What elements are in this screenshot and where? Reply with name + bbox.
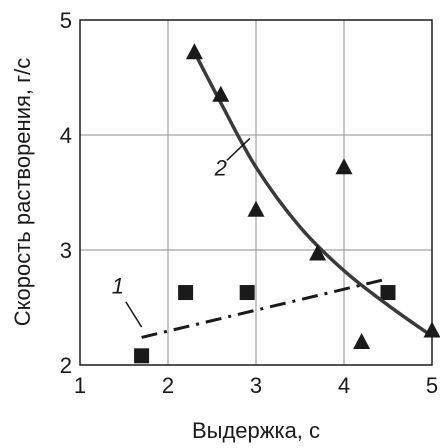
x-tick-label: 5	[426, 373, 438, 398]
y-tick-label: 5	[60, 8, 72, 33]
trend-curve-series-2	[192, 51, 434, 338]
data-point-triangle	[247, 200, 265, 217]
annotations: 12	[112, 137, 251, 328]
data-point-triangle	[185, 43, 203, 60]
curve-label-2: 2	[214, 155, 227, 180]
x-tick-label: 4	[338, 373, 350, 398]
x-axis-label: Выдержка, с	[192, 418, 320, 443]
leader-line-1	[125, 301, 143, 328]
series	[134, 43, 440, 364]
curve-label-1: 1	[112, 274, 124, 299]
data-point-square	[178, 285, 194, 301]
plot-frame	[79, 19, 433, 366]
x-tick-label: 1	[74, 373, 86, 398]
data-point-square	[380, 285, 396, 301]
data-point-square	[134, 348, 150, 364]
grid	[80, 20, 432, 365]
x-tick-label: 3	[250, 373, 262, 398]
x-tick-label: 2	[162, 373, 174, 398]
data-point-triangle	[423, 321, 440, 338]
data-point-triangle	[353, 333, 371, 349]
data-point-triangle	[212, 85, 230, 102]
trend-line-series-1	[141, 277, 389, 339]
y-axis-label: Скорость растворения, г/с	[10, 58, 35, 327]
leader-line-2	[226, 137, 251, 161]
data-point-square	[239, 285, 255, 301]
data-point-triangle	[335, 158, 353, 175]
data-point-triangle	[309, 244, 327, 261]
y-tick-label: 2	[60, 353, 72, 378]
y-tick-label: 3	[60, 238, 72, 263]
y-tick-label: 4	[60, 123, 72, 148]
